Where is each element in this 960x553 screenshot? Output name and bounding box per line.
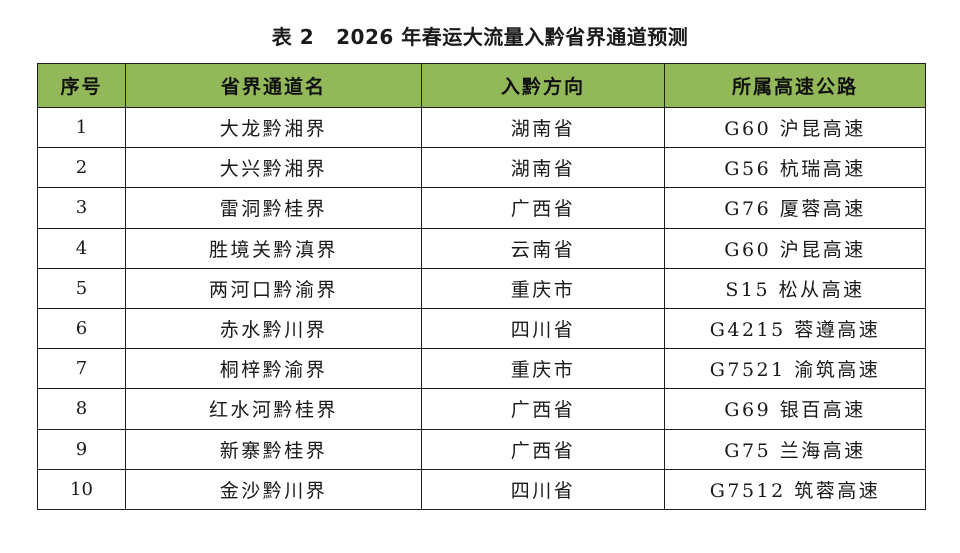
cell-expressway: G60 沪昆高速	[664, 106, 926, 149]
cell-crossing-name: 两河口黔渝界	[125, 267, 422, 309]
cell-expressway: G56 杭瑞高速	[664, 147, 926, 189]
header-entry-direction: 入黔方向	[421, 63, 665, 108]
cell-serial-number: 6	[37, 307, 126, 350]
cell-expressway: G69 银百高速	[664, 388, 926, 430]
cell-expressway: G7512 筑蓉高速	[664, 468, 926, 510]
header-expressway: 所属高速公路	[664, 63, 926, 108]
cell-entry-direction: 四川省	[421, 307, 665, 350]
table-row: 8 红水河黔桂界 广西省 G69 银百高速	[37, 388, 926, 430]
table-caption-label: 表 2	[271, 25, 315, 49]
table-row: 7 桐梓黔渝界 重庆市 G7521 渝筑高速	[37, 348, 926, 390]
cell-expressway: G60 沪昆高速	[664, 227, 926, 269]
cell-entry-direction: 湖南省	[421, 106, 665, 149]
cell-entry-direction: 广西省	[421, 187, 665, 229]
table-row: 6 赤水黔川界 四川省 G4215 蓉遵高速	[37, 307, 926, 350]
table-row: 3 雷洞黔桂界 广西省 G76 厦蓉高速	[37, 187, 926, 229]
border-crossing-table: 序号 省界通道名 入黔方向 所属高速公路 1 大龙黔湘界 湖南省 G60 沪昆高…	[37, 63, 926, 510]
cell-serial-number: 1	[37, 106, 126, 149]
cell-crossing-name: 大龙黔湘界	[125, 106, 422, 149]
cell-entry-direction: 湖南省	[421, 147, 665, 189]
cell-entry-direction: 重庆市	[421, 267, 665, 309]
table-caption: 表 2 2026 年春运大流量入黔省界通道预测	[0, 20, 960, 54]
cell-crossing-name: 赤水黔川界	[125, 307, 422, 350]
cell-entry-direction: 重庆市	[421, 348, 665, 390]
table-caption-title: 2026 年春运大流量入黔省界通道预测	[336, 25, 689, 49]
table-row: 9 新寨黔桂界 广西省 G75 兰海高速	[37, 428, 926, 470]
cell-expressway: G4215 蓉遵高速	[664, 307, 926, 350]
cell-crossing-name: 大兴黔湘界	[125, 147, 422, 189]
table-row: 4 胜境关黔滇界 云南省 G60 沪昆高速	[37, 227, 926, 269]
table-header-row: 序号 省界通道名 入黔方向 所属高速公路	[37, 63, 926, 108]
cell-serial-number: 8	[37, 388, 126, 430]
cell-crossing-name: 雷洞黔桂界	[125, 187, 422, 229]
table-row: 1 大龙黔湘界 湖南省 G60 沪昆高速	[37, 106, 926, 149]
cell-expressway: G76 厦蓉高速	[664, 187, 926, 229]
cell-serial-number: 4	[37, 227, 126, 269]
header-crossing-name: 省界通道名	[125, 63, 422, 108]
cell-entry-direction: 广西省	[421, 428, 665, 470]
cell-serial-number: 3	[37, 187, 126, 229]
cell-crossing-name: 新寨黔桂界	[125, 428, 422, 470]
cell-expressway: G7521 渝筑高速	[664, 348, 926, 390]
cell-serial-number: 10	[37, 468, 126, 510]
cell-crossing-name: 桐梓黔渝界	[125, 348, 422, 390]
cell-serial-number: 5	[37, 267, 126, 309]
cell-serial-number: 9	[37, 428, 126, 470]
cell-expressway: S15 松从高速	[664, 267, 926, 309]
table-row: 10 金沙黔川界 四川省 G7512 筑蓉高速	[37, 468, 926, 510]
table-row: 2 大兴黔湘界 湖南省 G56 杭瑞高速	[37, 147, 926, 189]
table-row: 5 两河口黔渝界 重庆市 S15 松从高速	[37, 267, 926, 309]
cell-crossing-name: 金沙黔川界	[125, 468, 422, 510]
header-serial-number: 序号	[37, 63, 126, 108]
cell-crossing-name: 胜境关黔滇界	[125, 227, 422, 269]
cell-entry-direction: 云南省	[421, 227, 665, 269]
cell-expressway: G75 兰海高速	[664, 428, 926, 470]
cell-serial-number: 2	[37, 147, 126, 189]
cell-crossing-name: 红水河黔桂界	[125, 388, 422, 430]
cell-serial-number: 7	[37, 348, 126, 390]
cell-entry-direction: 广西省	[421, 388, 665, 430]
cell-entry-direction: 四川省	[421, 468, 665, 510]
